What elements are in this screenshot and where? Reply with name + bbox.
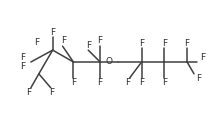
Text: F: F	[49, 88, 54, 97]
Text: F: F	[97, 36, 103, 45]
Text: F: F	[50, 28, 55, 37]
Text: F: F	[20, 62, 26, 71]
Text: F: F	[162, 78, 167, 87]
Text: F: F	[200, 53, 205, 62]
Text: F: F	[61, 36, 66, 45]
Text: F: F	[97, 78, 103, 87]
Text: F: F	[125, 78, 130, 87]
Text: F: F	[34, 38, 39, 47]
Text: F: F	[26, 88, 32, 97]
Text: F: F	[185, 39, 190, 48]
Text: F: F	[139, 39, 144, 48]
Text: F: F	[162, 39, 167, 48]
Text: O: O	[106, 57, 113, 66]
Text: F: F	[86, 41, 91, 50]
Text: F: F	[139, 78, 144, 87]
Text: F: F	[71, 78, 76, 87]
Text: F: F	[20, 53, 26, 62]
Text: F: F	[196, 74, 201, 83]
